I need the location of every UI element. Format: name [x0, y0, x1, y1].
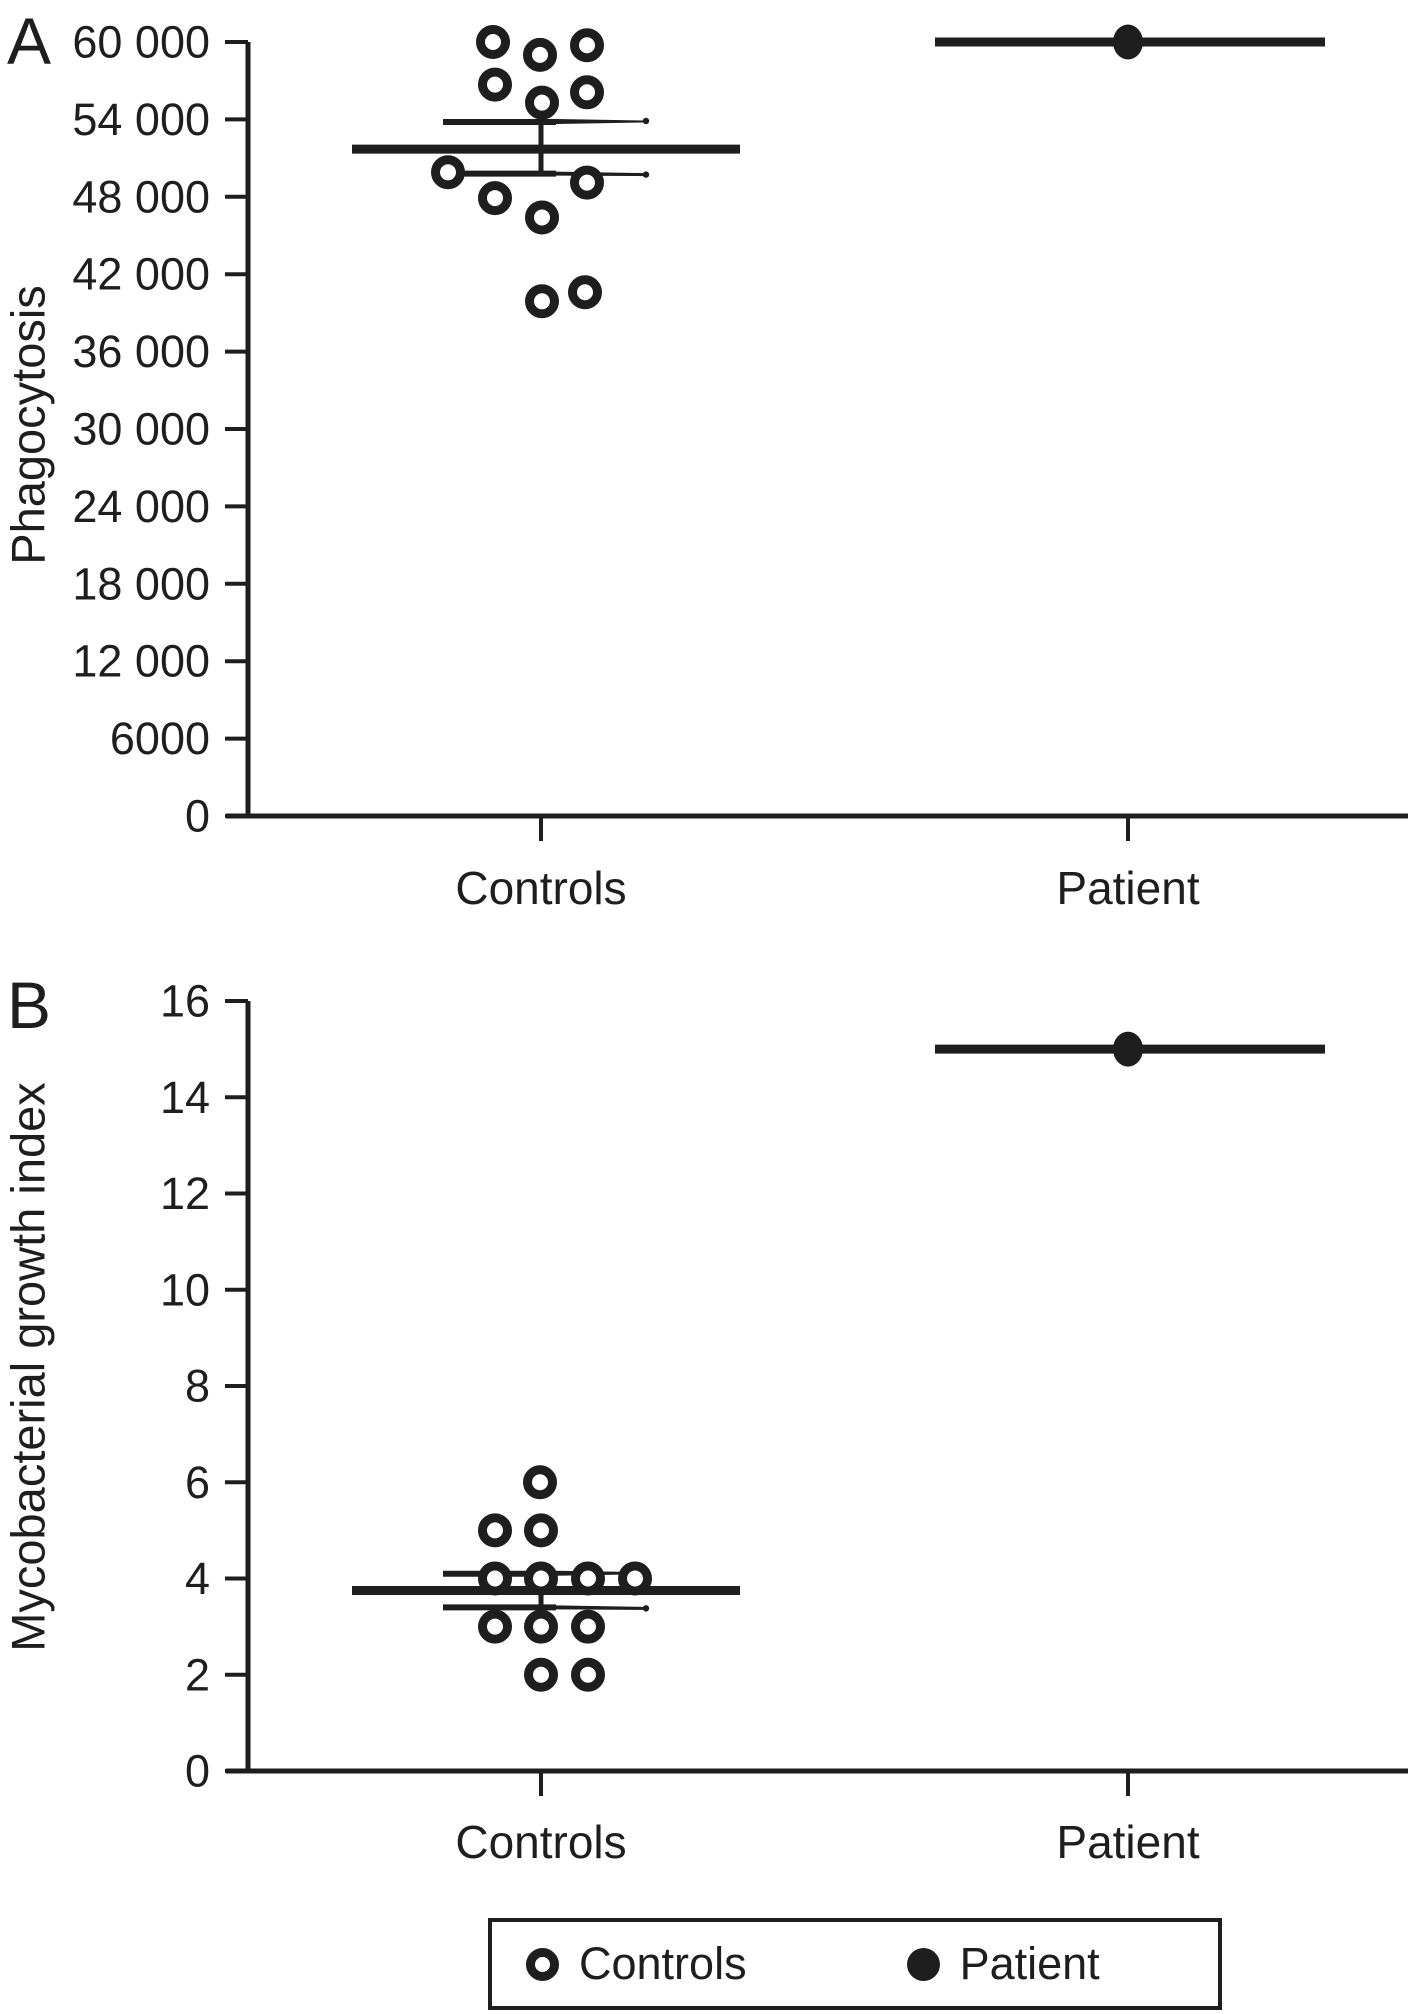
data-point-patient-a: [1113, 24, 1143, 60]
data-point-circle-controls-a: [570, 165, 604, 200]
data-point-circle-controls-b: [524, 1561, 558, 1596]
y-tick-label-a: 42 000: [72, 249, 210, 300]
data-point-circle-controls-b: [618, 1561, 652, 1596]
y-tick-label-a: 36 000: [72, 326, 210, 377]
y-tick-label-a: 12 000: [72, 636, 210, 687]
y-tick-label-b: 4: [185, 1553, 210, 1604]
y-tick-label-a: 30 000: [72, 404, 210, 455]
y-tick-label-b: 2: [185, 1649, 210, 1700]
data-point-circle-controls-a: [570, 75, 604, 110]
data-point-circle-controls-a: [431, 155, 465, 190]
y-tick-label-b: 0: [185, 1746, 210, 1797]
y-tick-label-a: 6000: [110, 713, 210, 764]
y-tick-label-b: 16: [160, 976, 210, 1027]
data-point-circle-controls-a: [476, 25, 510, 59]
x-category-label-controls-a: Controls: [455, 862, 626, 914]
data-point-circle-controls-b: [478, 1609, 512, 1644]
y-tick-label-a: 48 000: [72, 171, 210, 222]
data-point-circle-controls-a: [478, 67, 512, 102]
data-point-circle-controls-a: [525, 85, 559, 120]
y-tick-label-b: 6: [185, 1457, 210, 1508]
data-point-circle-controls-b: [478, 1513, 512, 1548]
x-category-label-controls-b: Controls: [455, 1816, 626, 1868]
open-circle-icon: [526, 1947, 559, 1981]
data-point-circle-controls-a: [525, 200, 559, 235]
legend-box: Controls Patient: [488, 1918, 1222, 2010]
data-point-circle-controls-a: [478, 181, 512, 216]
y-tick-label-a: 24 000: [72, 481, 210, 532]
y-tick-label-a: 54 000: [72, 94, 210, 145]
legend-item-patient: Patient: [906, 1938, 1100, 1990]
y-tick-label-b: 14: [160, 1072, 210, 1123]
data-point-circle-controls-a: [570, 28, 604, 63]
sem-cap-lower-tail-end-b: [642, 1605, 650, 1612]
y-tick-label-a: 0: [185, 791, 210, 842]
data-point-circle-controls-b: [524, 1513, 558, 1548]
data-point-circle-controls-b: [571, 1561, 605, 1596]
x-category-label-patient-b: Patient: [1056, 1816, 1199, 1868]
data-point-patient-b: [1113, 1031, 1143, 1067]
y-tick-label-a: 60 000: [72, 17, 210, 68]
y-tick-label-b: 10: [160, 1264, 210, 1315]
data-point-circle-controls-b: [571, 1609, 605, 1644]
sem-cap-lower-tail-end-a: [642, 171, 650, 178]
data-point-circle-controls-b: [524, 1657, 558, 1692]
data-point-circle-controls-b: [523, 1465, 557, 1500]
data-point-circle-controls-a: [568, 275, 602, 310]
data-point-circle-controls-b: [524, 1609, 558, 1644]
data-point-circle-controls-b: [478, 1561, 512, 1596]
legend-label-patient: Patient: [959, 1938, 1100, 1989]
legend-label-controls: Controls: [579, 1938, 747, 1989]
y-tick-label-b: 12: [160, 1168, 210, 1219]
panel-a-label: A: [7, 4, 52, 78]
panel-b-label: B: [7, 968, 52, 1042]
data-point-circle-controls-a: [525, 284, 559, 319]
x-category-label-patient-a: Patient: [1056, 862, 1199, 914]
data-point-circle-controls-a: [523, 37, 557, 72]
sem-cap-upper-tail-end-a: [642, 117, 650, 125]
data-point-circle-controls-b: [571, 1657, 605, 1692]
y-tick-label-a: 18 000: [72, 558, 210, 609]
sem-cap-upper-tail-a: [556, 118, 644, 124]
legend-item-controls: Controls: [526, 1938, 747, 1990]
y-tick-label-b: 8: [185, 1361, 210, 1412]
sem-cap-lower-tail-b: [556, 1605, 644, 1610]
filled-circle-icon: [906, 1947, 940, 1981]
